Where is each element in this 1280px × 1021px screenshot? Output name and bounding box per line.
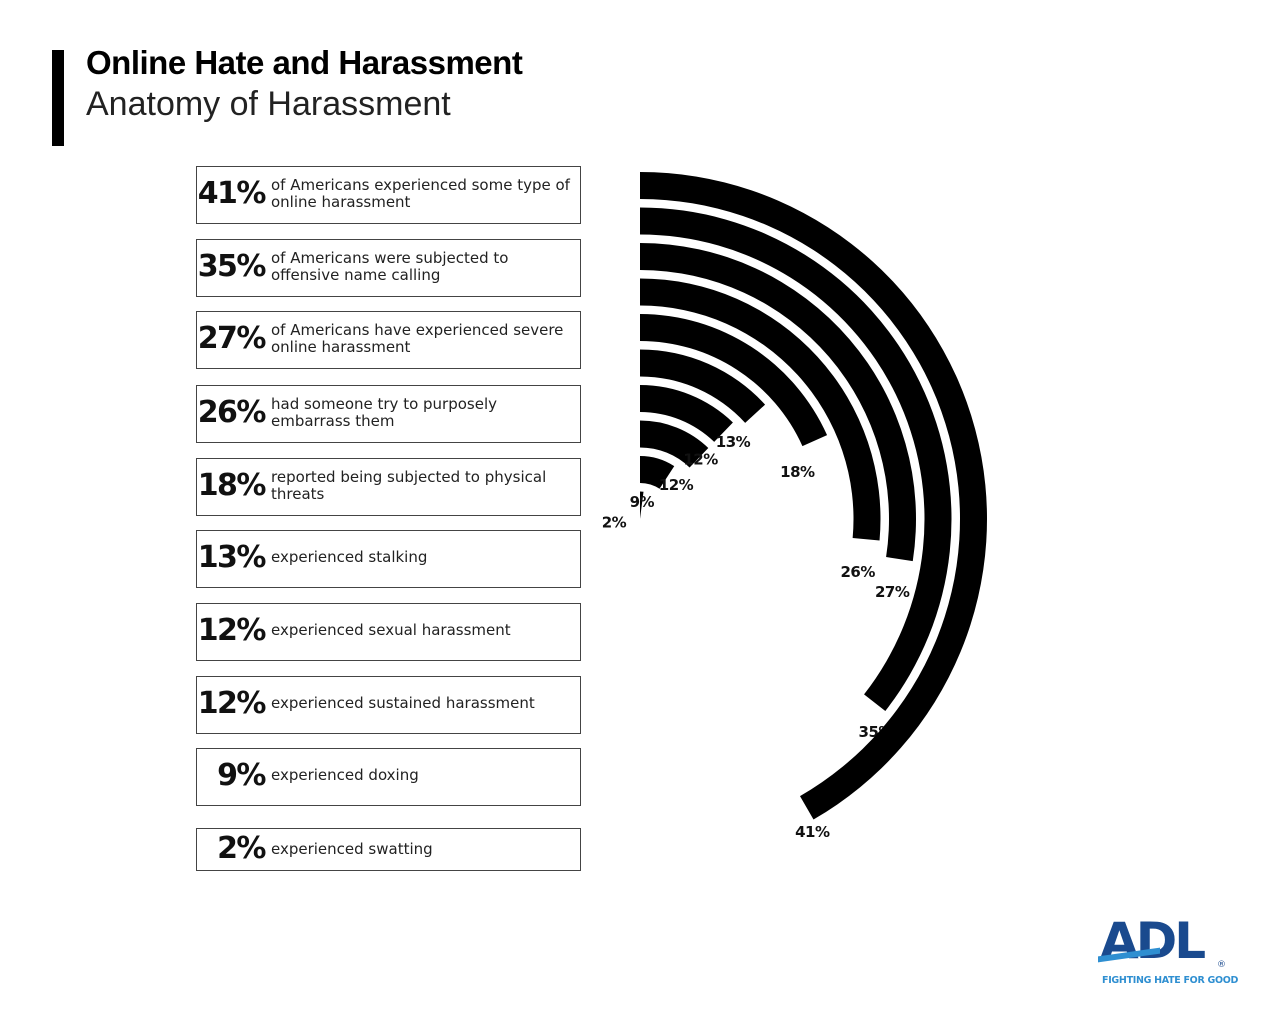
- stat-percent: 13%: [197, 540, 267, 575]
- stat-description: had someone try to purposely embarrass t…: [271, 395, 498, 430]
- stat-box: 12% experienced sustained harassment: [196, 676, 581, 734]
- arc-bar: [640, 349, 766, 423]
- stat-description: experienced doxing: [271, 766, 419, 784]
- stat-percent: 26%: [197, 395, 267, 430]
- arc-bar: [640, 491, 644, 519]
- arc-bar: [640, 243, 916, 562]
- stat-description: experienced sustained harassment: [271, 694, 535, 712]
- stat-percent: 12%: [197, 613, 267, 648]
- logo-wordmark: ADL: [1100, 912, 1206, 970]
- stat-box: 41% of Americans experienced some type o…: [196, 166, 581, 224]
- stat-percent: 18%: [197, 468, 267, 503]
- stat-box: 9% experienced doxing: [196, 748, 581, 806]
- stat-description: experienced sexual harassment: [271, 621, 511, 639]
- stat-box: 26% had someone try to purposely embarra…: [196, 385, 581, 443]
- arc-value-label: 12%: [659, 476, 694, 494]
- stat-percent: 27%: [197, 321, 267, 356]
- arc-value-label: 13%: [716, 433, 751, 451]
- stat-description: of Americans have experienced severe onl…: [271, 321, 564, 356]
- stat-box: 12% experienced sexual harassment: [196, 603, 581, 661]
- arc-value-label: 12%: [683, 451, 718, 469]
- arc-value-label: 41%: [795, 823, 830, 841]
- arc-bar: [640, 385, 733, 442]
- stat-percent: 41%: [197, 176, 267, 211]
- adl-logo: ADL ® FIGHTING HATE FOR GOOD: [1098, 912, 1238, 990]
- stat-description: experienced stalking: [271, 548, 428, 566]
- arc-bar: [640, 456, 675, 489]
- stat-description: of Americans experienced some type of on…: [271, 176, 570, 211]
- arc-bar: [640, 278, 881, 541]
- arc-value-label: 26%: [840, 563, 875, 581]
- arc-value-label: 2%: [602, 513, 627, 531]
- stat-box: 13% experienced stalking: [196, 530, 581, 588]
- stat-description: experienced swatting: [271, 840, 433, 858]
- stat-percent: 9%: [217, 758, 266, 793]
- page-title: Online Hate and Harassment: [86, 44, 523, 81]
- page-subtitle: Anatomy of Harassment: [86, 85, 451, 123]
- stat-description: reported being subjected to physical thr…: [271, 468, 547, 503]
- logo-tagline: FIGHTING HATE FOR GOOD: [1102, 975, 1239, 986]
- stat-percent: 35%: [197, 249, 267, 284]
- title-accent-bar: [52, 50, 64, 146]
- stat-box: 27% of Americans have experienced severe…: [196, 311, 581, 369]
- arc-value-label: 27%: [875, 583, 910, 601]
- arc-value-label: 9%: [630, 493, 655, 511]
- stat-description: of Americans were subjected to offensive…: [271, 249, 509, 284]
- stat-box: 18% reported being subjected to physical…: [196, 458, 581, 516]
- stat-box: 2% experienced swatting: [196, 828, 581, 871]
- stat-box: 35% of Americans were subjected to offen…: [196, 239, 581, 297]
- arc-bar: [640, 207, 952, 711]
- arc-bar: [640, 314, 828, 447]
- registered-mark-icon: ®: [1217, 960, 1226, 970]
- arc-value-label: 18%: [780, 463, 815, 481]
- arc-bar: [640, 420, 709, 468]
- stat-percent: 12%: [197, 686, 267, 721]
- stat-percent: 2%: [217, 831, 266, 866]
